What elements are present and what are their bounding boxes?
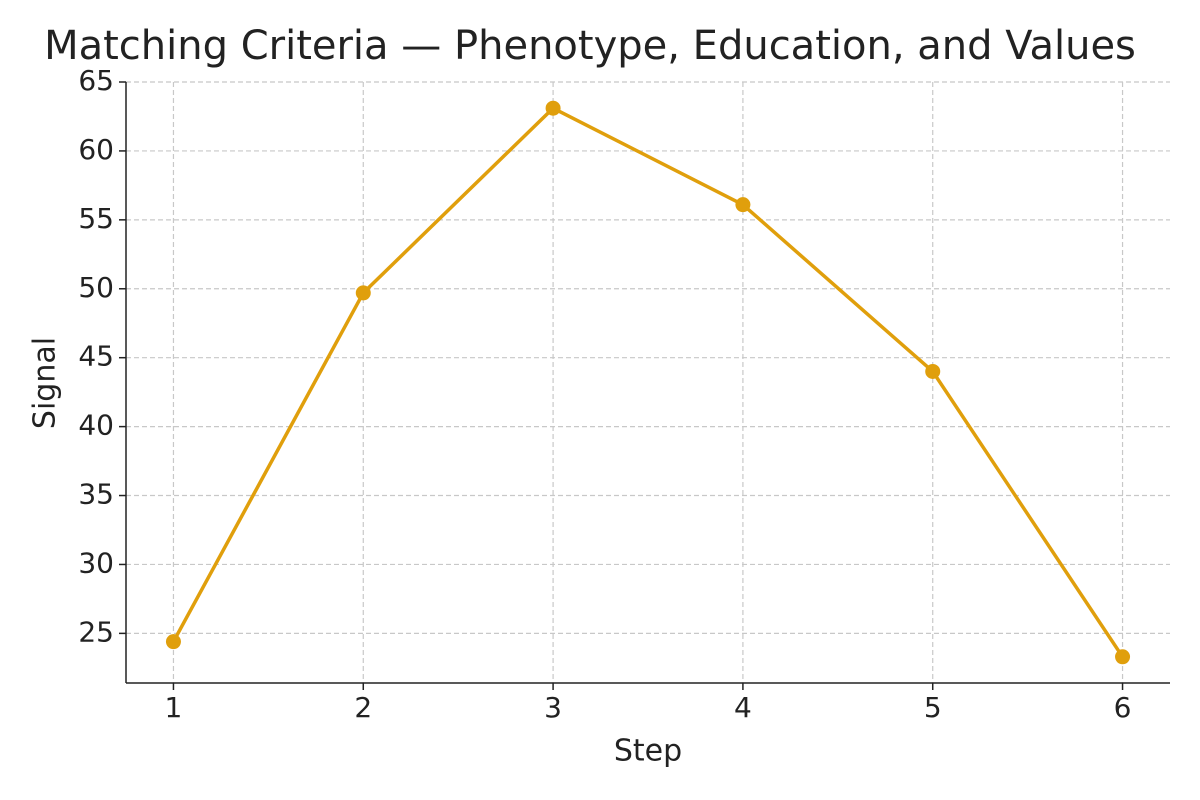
point	[545, 100, 561, 116]
y-tick-label: 35	[78, 478, 114, 511]
y-tick-label: 60	[78, 133, 114, 166]
point	[165, 634, 181, 650]
y-tick-label: 30	[78, 546, 114, 579]
y-tick-label: 45	[78, 340, 114, 373]
point	[1115, 649, 1131, 665]
y-tick-label: 50	[78, 271, 114, 304]
point	[355, 285, 371, 301]
x-axis-label: Step	[614, 734, 682, 769]
x-tick-label: 4	[734, 691, 752, 724]
point	[925, 363, 941, 379]
y-tick-label: 65	[78, 64, 114, 97]
y-axis-label: Signal	[28, 337, 63, 429]
x-tick-label: 2	[354, 691, 372, 724]
x-tick-label: 1	[165, 691, 183, 724]
y-tick-label: 55	[78, 202, 114, 235]
y-tick-label: 40	[78, 409, 114, 442]
x-tick-label: 5	[924, 691, 942, 724]
x-tick-label: 6	[1114, 691, 1132, 724]
y-tick-label: 25	[78, 615, 114, 648]
line	[171, 106, 1125, 658]
x-tick-label: 3	[544, 691, 562, 724]
chart-title: Matching Criteria — Phenotype, Education…	[44, 23, 1136, 69]
point	[735, 197, 751, 213]
